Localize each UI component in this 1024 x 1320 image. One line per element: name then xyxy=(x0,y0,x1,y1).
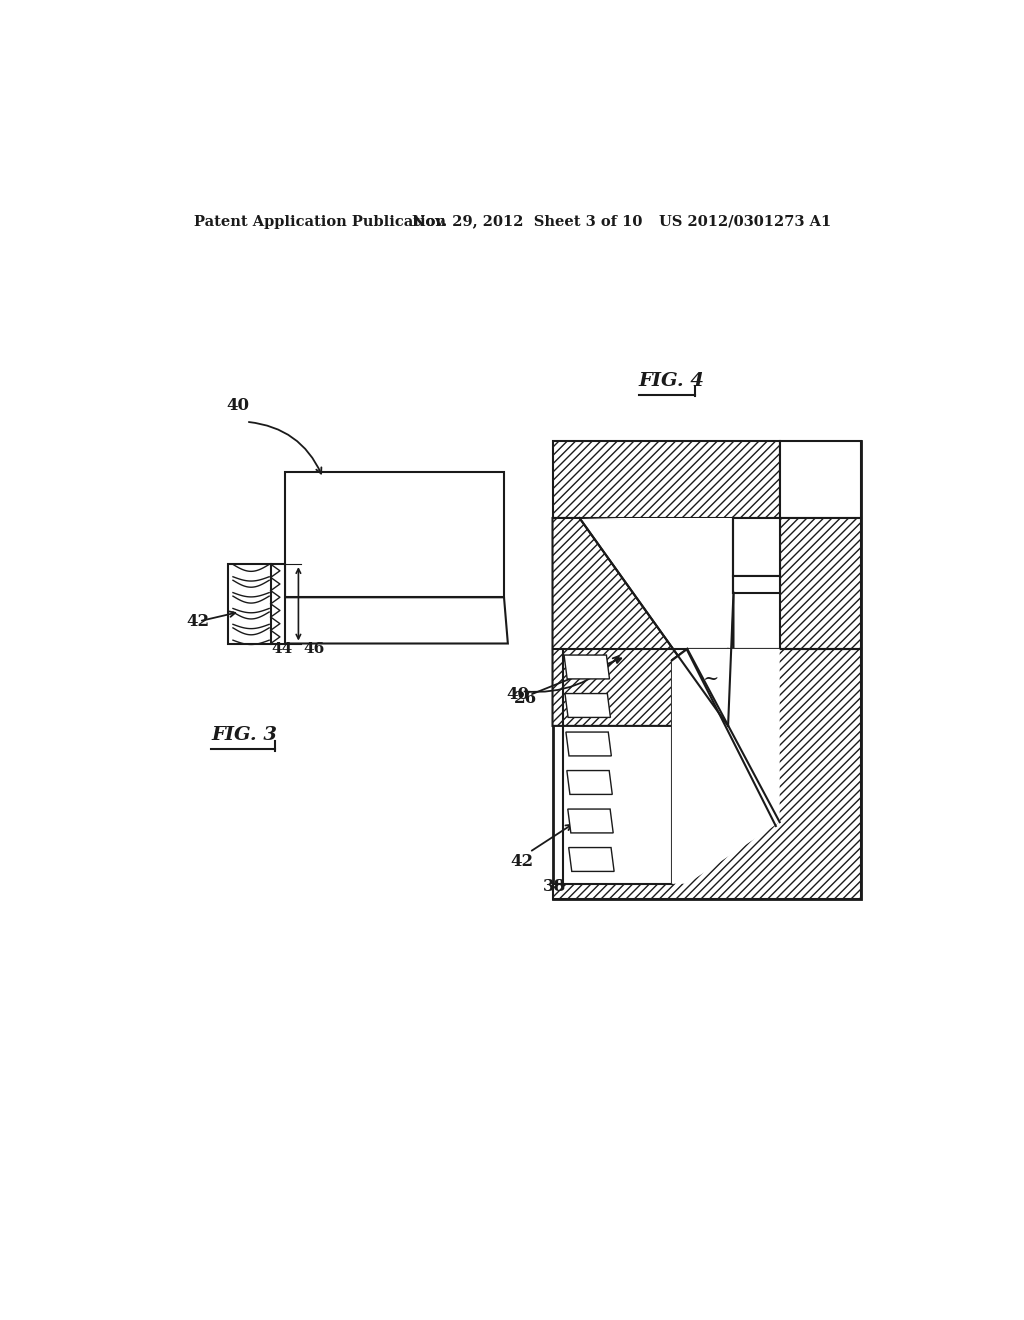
Bar xyxy=(553,441,860,899)
Text: 40: 40 xyxy=(506,686,529,704)
Polygon shape xyxy=(580,517,733,726)
Bar xyxy=(285,471,504,597)
Polygon shape xyxy=(553,649,860,899)
Polygon shape xyxy=(567,809,613,833)
Polygon shape xyxy=(564,655,609,678)
Polygon shape xyxy=(565,693,610,718)
Text: FIG. 4: FIG. 4 xyxy=(639,371,705,389)
Text: US 2012/0301273 A1: US 2012/0301273 A1 xyxy=(658,215,831,228)
Text: ~: ~ xyxy=(702,669,719,688)
Polygon shape xyxy=(566,733,611,756)
Text: 46: 46 xyxy=(303,642,325,656)
Text: FIG. 3: FIG. 3 xyxy=(211,726,278,743)
Bar xyxy=(733,517,779,576)
Bar xyxy=(733,576,779,593)
Bar xyxy=(779,517,860,899)
Text: 44: 44 xyxy=(271,642,293,656)
Text: Nov. 29, 2012  Sheet 3 of 10: Nov. 29, 2012 Sheet 3 of 10 xyxy=(412,215,642,228)
Text: 38: 38 xyxy=(544,878,566,895)
Text: 42: 42 xyxy=(510,853,534,870)
Text: 26: 26 xyxy=(514,690,538,706)
Polygon shape xyxy=(285,597,508,644)
Bar xyxy=(553,441,779,517)
Text: Patent Application Publication: Patent Application Publication xyxy=(194,215,445,228)
Polygon shape xyxy=(672,649,779,884)
Bar xyxy=(779,441,860,517)
Text: 42: 42 xyxy=(186,612,209,630)
Polygon shape xyxy=(568,847,614,871)
Bar xyxy=(228,564,285,644)
Polygon shape xyxy=(567,771,612,795)
Polygon shape xyxy=(728,593,733,726)
Polygon shape xyxy=(553,517,728,726)
Text: 40: 40 xyxy=(226,397,250,414)
